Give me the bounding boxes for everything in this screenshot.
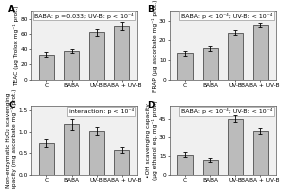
- Bar: [39, 54, 54, 80]
- Bar: [64, 51, 79, 80]
- Text: D: D: [147, 101, 154, 110]
- Bar: [64, 124, 79, 175]
- Bar: [89, 131, 104, 175]
- Y-axis label: TEAC (μg Trolox mg⁻¹ prot.): TEAC (μg Trolox mg⁻¹ prot.): [13, 5, 19, 86]
- Bar: [114, 150, 130, 175]
- Text: BABA: p =0.033; UV-B: p < 10⁻⁴: BABA: p =0.033; UV-B: p < 10⁻⁴: [34, 13, 134, 19]
- Text: A: A: [8, 5, 15, 14]
- Bar: [228, 33, 243, 80]
- Bar: [177, 155, 192, 175]
- Bar: [228, 119, 243, 175]
- Bar: [253, 131, 268, 175]
- Bar: [177, 53, 192, 80]
- Bar: [253, 25, 268, 80]
- Bar: [89, 32, 104, 80]
- Text: interaction: p < 10⁻⁴: interaction: p < 10⁻⁴: [69, 108, 134, 114]
- Y-axis label: Non-enzymatic H₂O₂ scavenging
capacity (mg ascorbate mg⁻¹ prot.): Non-enzymatic H₂O₂ scavenging capacity (…: [5, 88, 17, 189]
- Text: C: C: [8, 101, 15, 110]
- Text: BABA: p < 10⁻⁴; UV-B: < 10⁻⁴: BABA: p < 10⁻⁴; UV-B: < 10⁻⁴: [181, 108, 273, 114]
- Bar: [202, 160, 218, 175]
- Y-axis label: FRAP (μg ascorbate mg⁻¹ prot.): FRAP (μg ascorbate mg⁻¹ prot.): [152, 0, 158, 91]
- Bar: [39, 143, 54, 175]
- Text: BABA: p < 10⁻⁴; UV-B: < 10⁻⁴: BABA: p < 10⁻⁴; UV-B: < 10⁻⁴: [181, 13, 273, 19]
- Bar: [114, 26, 130, 80]
- Bar: [202, 48, 218, 80]
- Y-axis label: •OH scavenging capacity
(μg ethanol eq. mg⁻¹ prot.): •OH scavenging capacity (μg ethanol eq. …: [146, 101, 158, 180]
- Text: B: B: [147, 5, 154, 14]
